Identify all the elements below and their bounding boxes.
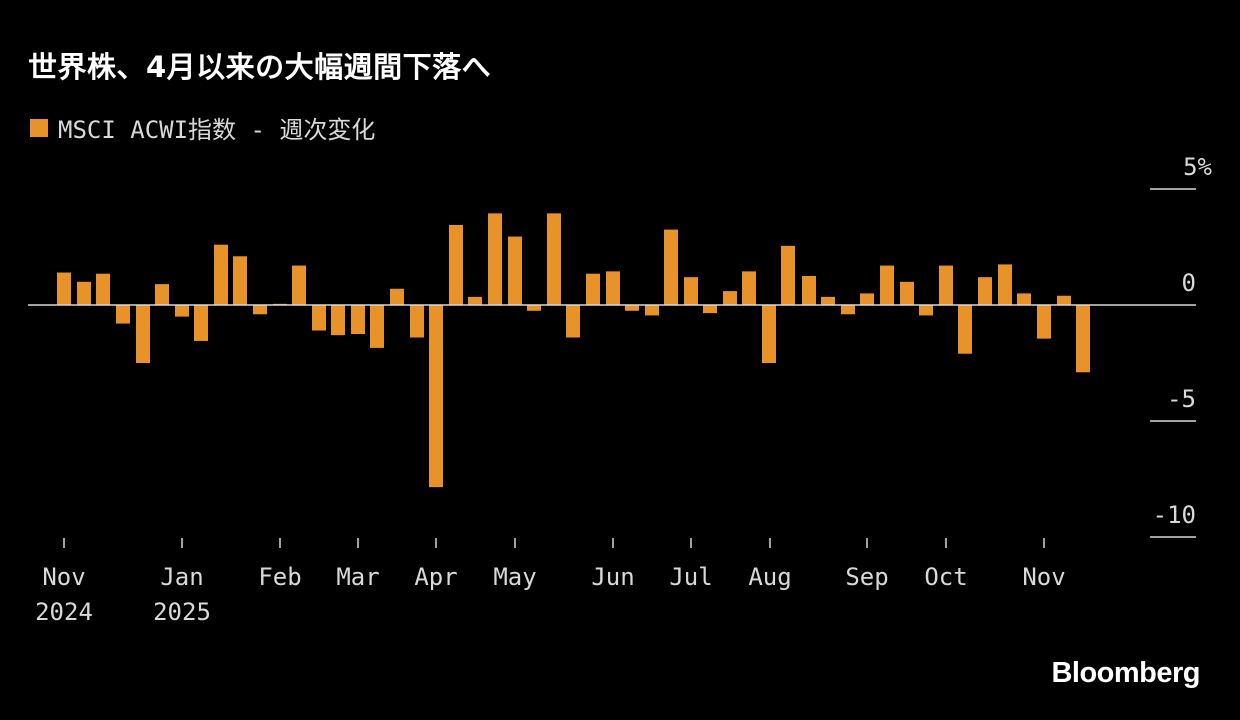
bar	[214, 244, 228, 305]
bar	[449, 224, 463, 305]
x-tick-year: 2024	[35, 598, 93, 626]
bar	[939, 265, 953, 305]
x-tick-label: Oct	[924, 563, 967, 591]
bar	[390, 288, 404, 305]
bar	[1057, 295, 1071, 305]
y-tick-label: -5	[1167, 385, 1196, 413]
x-tick-label: Feb	[258, 563, 301, 591]
bar	[900, 281, 914, 305]
bar	[703, 305, 717, 314]
bar	[370, 305, 384, 348]
bar	[508, 236, 522, 305]
bar	[919, 305, 933, 316]
bar	[468, 296, 482, 305]
x-tick-label: Sep	[845, 563, 888, 591]
x-tick-label: Aug	[748, 563, 791, 591]
x-tick-label: Nov	[1022, 563, 1065, 591]
bar	[1076, 305, 1090, 373]
legend: MSCI ACWI指数 - 週次変化	[30, 110, 375, 145]
x-tick-year: 2025	[153, 598, 211, 626]
bar	[606, 271, 620, 305]
chart-title: 世界株、4月以来の大幅週間下落へ	[28, 50, 492, 84]
bar	[253, 305, 267, 315]
bar	[233, 256, 247, 305]
bar	[762, 305, 776, 363]
x-tick-label: Apr	[414, 563, 457, 591]
x-tick-label: Jan	[160, 563, 203, 591]
x-tick-label: May	[493, 563, 536, 591]
bar	[841, 305, 855, 315]
bloomberg-logo: Bloomberg	[1051, 657, 1200, 689]
bar	[802, 276, 816, 305]
bar	[96, 273, 110, 305]
legend-swatch	[30, 118, 48, 137]
bar	[978, 277, 992, 305]
bar	[547, 213, 561, 305]
bar	[429, 305, 443, 488]
bar	[586, 273, 600, 305]
bar	[136, 305, 150, 363]
y-tick-label: 5%	[1183, 153, 1212, 181]
bar	[625, 305, 639, 311]
bar	[488, 213, 502, 305]
x-tick-label: Jun	[591, 563, 634, 591]
bar	[684, 277, 698, 305]
bar	[645, 305, 659, 316]
bar	[742, 271, 756, 305]
legend-label: MSCI ACWI指数 - 週次変化	[58, 116, 376, 144]
x-tick-label: Nov	[42, 563, 85, 591]
bars	[57, 213, 1090, 488]
bar	[998, 264, 1012, 305]
bar	[312, 305, 326, 331]
bar	[175, 305, 189, 317]
bar	[1017, 293, 1031, 305]
bar	[194, 305, 208, 341]
bar	[958, 305, 972, 354]
x-tick-label: Jul	[669, 563, 712, 591]
bar	[664, 229, 678, 305]
bar	[77, 281, 91, 305]
bar	[781, 245, 795, 305]
bar	[860, 293, 874, 305]
bar	[723, 291, 737, 305]
bar	[57, 272, 71, 305]
bar	[410, 305, 424, 338]
y-tick-label: -10	[1153, 501, 1196, 529]
x-tick-label: Mar	[336, 563, 379, 591]
bar	[1037, 305, 1051, 339]
bar	[331, 305, 345, 336]
y-tick-label: 0	[1182, 269, 1196, 297]
bar	[880, 265, 894, 305]
y-axis: 5% 0 -5 -10	[28, 153, 1213, 538]
bar	[566, 305, 580, 338]
bar	[116, 305, 130, 324]
bar	[351, 305, 365, 334]
x-axis: Nov 2024 Jan 2025 Feb Mar Apr May Jun Jul Aug Sep Oc…	[35, 538, 1066, 626]
bar	[821, 296, 835, 305]
bar	[527, 305, 541, 311]
bar	[292, 265, 306, 305]
bar	[155, 284, 169, 305]
